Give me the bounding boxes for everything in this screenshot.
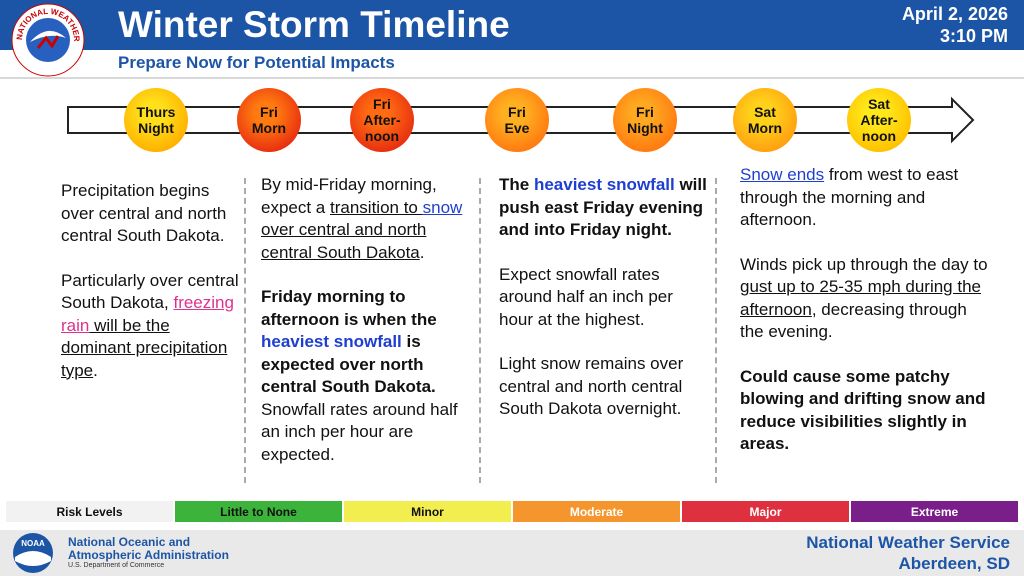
department: U.S. Department of Commerce bbox=[68, 562, 165, 569]
text-run: will push east Friday evening and into F… bbox=[499, 175, 707, 239]
period-label: Night bbox=[138, 120, 174, 136]
risk-label: Risk Levels bbox=[6, 501, 173, 522]
period-circle bbox=[733, 88, 797, 152]
text-run: Expect snowfall rates around half an inc… bbox=[499, 264, 673, 329]
text-run: Particularly over central South Dakota, bbox=[61, 270, 239, 313]
agency-name: National Oceanic and bbox=[68, 535, 191, 549]
period-circle bbox=[237, 88, 301, 152]
period-circle bbox=[847, 88, 911, 152]
risk-level: Minor bbox=[344, 501, 511, 522]
period-label: After- bbox=[860, 112, 898, 128]
text-column: By mid-Friday morning, expect a transiti… bbox=[261, 174, 466, 488]
period-circle bbox=[124, 88, 188, 152]
paragraph: Winds pick up through the day to gust up… bbox=[740, 254, 990, 344]
text-run: snow bbox=[422, 197, 463, 217]
title: Winter Storm Timeline bbox=[118, 4, 510, 45]
paragraph: Light snow remains over central and nort… bbox=[499, 353, 709, 421]
text-run: . bbox=[93, 360, 98, 380]
paragraph: Friday morning to afternoon is when the … bbox=[261, 286, 466, 466]
text-run: heaviest snowfall bbox=[261, 332, 402, 351]
office-name: National Weather Service bbox=[806, 533, 1010, 552]
date: April 2, 2026 bbox=[901, 4, 1008, 24]
text-column: Snow ends from west to east through the … bbox=[740, 164, 990, 478]
risk-bar: Risk Levels Little to None Minor Moderate Ma… bbox=[6, 501, 1018, 522]
text-run: gust up to 25-35 mph during the afternoo… bbox=[740, 277, 981, 319]
nws-logo: NATIONAL WEATHER SERVICE bbox=[10, 2, 85, 77]
paragraph: Could cause some patchy blowing and drif… bbox=[740, 366, 990, 456]
period-label: Sat bbox=[754, 104, 776, 120]
period-label: Eve bbox=[505, 120, 530, 136]
time: 3:10 PM bbox=[939, 26, 1008, 46]
text-run: , decreasing through the evening. bbox=[740, 299, 967, 342]
text-run: transition to bbox=[330, 197, 423, 217]
text-run: Winds pick up through the day to bbox=[740, 254, 988, 274]
agency-name: Atmospheric Administration bbox=[68, 548, 229, 562]
paragraph: By mid-Friday morning, expect a transiti… bbox=[261, 174, 466, 264]
text-run: will be the dominant precipitation type bbox=[61, 315, 228, 380]
period-label: Thurs bbox=[137, 104, 176, 120]
footer-band bbox=[0, 530, 1024, 576]
paragraph: Precipitation begins over central and no… bbox=[61, 180, 239, 248]
divider bbox=[0, 77, 1024, 79]
period-label: After- bbox=[363, 112, 401, 128]
office-location: Aberdeen, SD bbox=[898, 554, 1010, 573]
column-separator bbox=[479, 178, 481, 483]
period-circle bbox=[485, 88, 549, 152]
noaa-logo: NOAA bbox=[13, 533, 53, 573]
text-run: By mid-Friday morning, expect a bbox=[261, 175, 437, 217]
timeline: ThursNightFriMornFriAfter-noonFriEveFriN… bbox=[67, 88, 975, 152]
paragraph: Snow ends from west to east through the … bbox=[740, 164, 990, 232]
text-run: Snow ends bbox=[740, 165, 825, 184]
risk-level: Extreme bbox=[851, 501, 1018, 522]
text-run: Friday morning to afternoon is when the bbox=[261, 287, 437, 329]
period-label: Fri bbox=[373, 96, 391, 112]
text-run: Precipitation begins over central and no… bbox=[61, 181, 227, 245]
period-label: noon bbox=[365, 128, 399, 144]
period-label: Fri bbox=[636, 104, 654, 120]
risk-level: Major bbox=[682, 501, 849, 522]
paragraph: Particularly over central South Dakota, … bbox=[61, 270, 239, 383]
period-circle bbox=[350, 88, 414, 152]
period-label: Sat bbox=[868, 96, 890, 112]
text-run: over central and north central South Dak… bbox=[261, 220, 427, 262]
period-circle bbox=[613, 88, 677, 152]
paragraph: The heaviest snowfall will push east Fri… bbox=[499, 174, 709, 242]
column-separator bbox=[715, 178, 717, 483]
text-run: . bbox=[419, 242, 425, 262]
text-run: heaviest snowfall bbox=[533, 175, 675, 194]
text-column: The heaviest snowfall will push east Fri… bbox=[499, 174, 709, 443]
subtitle: Prepare Now for Potential Impacts bbox=[118, 53, 395, 72]
risk-level: Moderate bbox=[513, 501, 680, 522]
text-column: Precipitation begins over central and no… bbox=[61, 180, 239, 404]
column-separator bbox=[244, 178, 246, 483]
text-run: Light snow remains over central and nort… bbox=[499, 354, 684, 418]
noaa-logo-text: NOAA bbox=[21, 539, 45, 548]
period-label: noon bbox=[862, 128, 896, 144]
period-label: Fri bbox=[508, 104, 526, 120]
header-band bbox=[0, 0, 1024, 50]
period-label: Morn bbox=[252, 120, 286, 136]
period-label: Fri bbox=[260, 104, 278, 120]
paragraph: Expect snowfall rates around half an inc… bbox=[499, 264, 709, 332]
text-run: is expected over north central South Dak… bbox=[261, 332, 436, 396]
period-label: Morn bbox=[748, 120, 782, 136]
period-label: Night bbox=[627, 120, 663, 136]
text-run: from west to east through the morning an… bbox=[740, 165, 959, 229]
text-run: Snowfall rates around half an inch per h… bbox=[261, 399, 458, 464]
text-run: The bbox=[499, 175, 534, 194]
text-run: Could cause some patchy blowing and drif… bbox=[740, 366, 986, 454]
text-run: freezing rain bbox=[61, 293, 234, 335]
risk-level: Little to None bbox=[175, 501, 342, 522]
